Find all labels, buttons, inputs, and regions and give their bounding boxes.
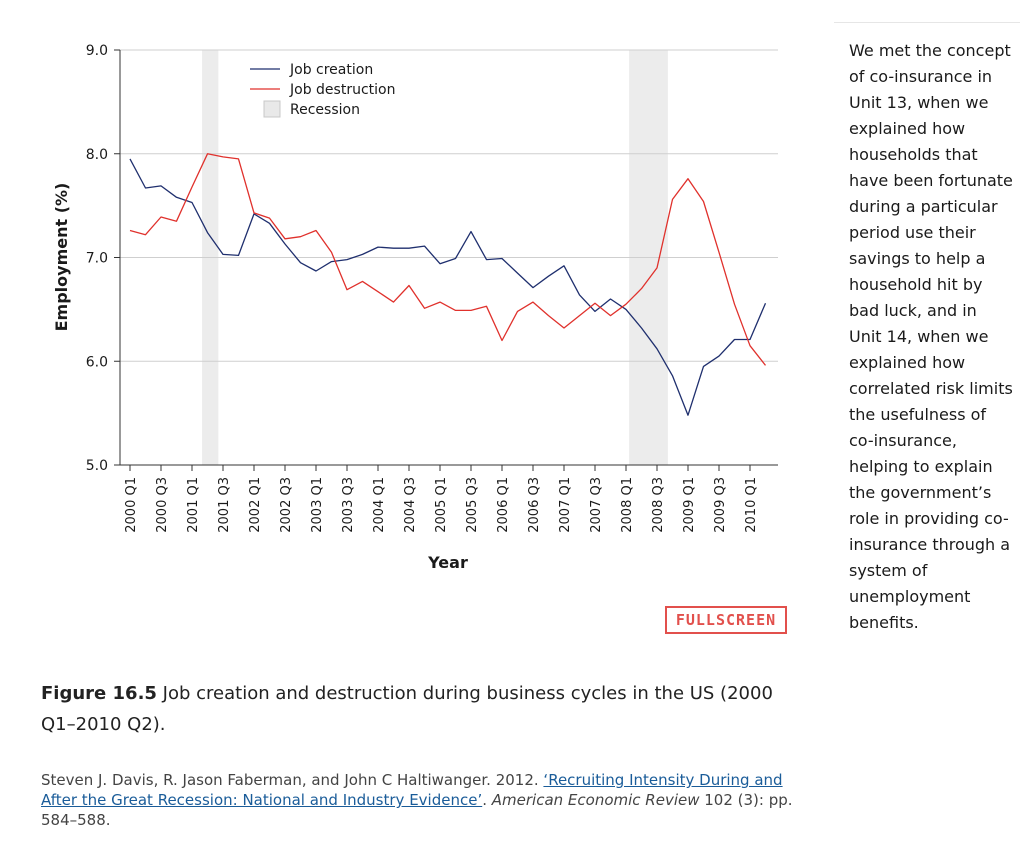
y-tick-label: 6.0 xyxy=(86,354,108,370)
legend: Job creation Job destruction Recession xyxy=(250,62,395,118)
x-tick-label: 2008 Q1 xyxy=(620,477,635,533)
x-tick-label: 2008 Q3 xyxy=(651,477,666,533)
x-tick-label: 2003 Q3 xyxy=(341,477,356,533)
x-tick-label: 2006 Q1 xyxy=(496,477,511,533)
x-tick-label: 2009 Q3 xyxy=(713,477,728,533)
x-tick-label: 2005 Q3 xyxy=(465,477,480,533)
legend-label: Job creation xyxy=(289,62,373,78)
x-tick-label: 2004 Q3 xyxy=(403,477,418,533)
x-tick-label: 2007 Q3 xyxy=(589,477,604,533)
sidebar-divider xyxy=(834,22,1020,23)
x-tick-label: 2010 Q1 xyxy=(744,477,759,533)
x-tick-label: 2009 Q1 xyxy=(682,477,697,533)
gridlines xyxy=(120,49,778,362)
legend-label: Job destruction xyxy=(289,82,395,98)
legend-swatch-recession xyxy=(263,100,281,118)
source-article-link[interactable]: ‘Recruiting Intensity During and After t… xyxy=(41,771,783,809)
x-tick-label: 2002 Q3 xyxy=(279,477,294,533)
source-separator: . xyxy=(482,791,492,809)
y-ticks: 9.0 8.0 7.0 6.0 5.0 xyxy=(86,43,120,474)
series-lines xyxy=(129,153,767,416)
x-ticks: 2000 Q1 2000 Q3 2001 Q1 2001 Q3 2002 Q1 2002 … xyxy=(124,465,759,533)
x-tick-label: 2000 Q1 xyxy=(124,477,139,533)
figure-number: Figure 16.5 xyxy=(41,683,157,704)
x-axis-label: Year xyxy=(427,553,468,572)
source-authors: Steven J. Davis, R. Jason Faberman, and … xyxy=(41,771,544,789)
x-tick-label: 2003 Q1 xyxy=(310,477,325,533)
x-tick-label: 2004 Q1 xyxy=(372,477,387,533)
job-flows-chart: 9.08.07.06.05.0 2000 Q1 2000 Q3 2001 Q1 200… xyxy=(52,43,778,572)
x-tick-label: 2000 Q3 xyxy=(155,477,170,533)
source-details: 102 (3): pp. 584–588. xyxy=(41,791,793,829)
y-tick-label: 9.0 xyxy=(86,43,108,59)
x-tick-label: 2006 Q3 xyxy=(527,477,542,533)
figure-source: Steven J. Davis, R. Jason Faberman, and … xyxy=(41,770,801,830)
series-line-job-creation xyxy=(129,158,767,416)
series-line-job-destruction xyxy=(129,153,767,366)
y-tick-label: 5.0 xyxy=(86,458,108,474)
legend-label: Recession xyxy=(290,102,360,118)
source-journal: American Economic Review xyxy=(491,791,700,809)
x-tick-label: 2002 Q1 xyxy=(248,477,263,533)
x-tick-label: 2001 Q3 xyxy=(217,477,232,533)
figure-caption-text: Job creation and destruction during busi… xyxy=(41,683,773,735)
x-tick-label: 2005 Q1 xyxy=(434,477,449,533)
sidebar-note: We met the concept of co-insurance in Un… xyxy=(849,41,1013,632)
x-tick-label: 2001 Q1 xyxy=(186,477,201,533)
figure-caption: Figure 16.5 Job creation and destruction… xyxy=(41,678,801,740)
y-tick-label: 8.0 xyxy=(86,147,108,163)
fullscreen-button[interactable]: FULLSCREEN xyxy=(665,606,787,634)
y-axis-label: Employment (%) xyxy=(52,183,71,332)
y-tick-label: 7.0 xyxy=(86,251,108,267)
x-tick-label: 2007 Q1 xyxy=(558,477,573,533)
